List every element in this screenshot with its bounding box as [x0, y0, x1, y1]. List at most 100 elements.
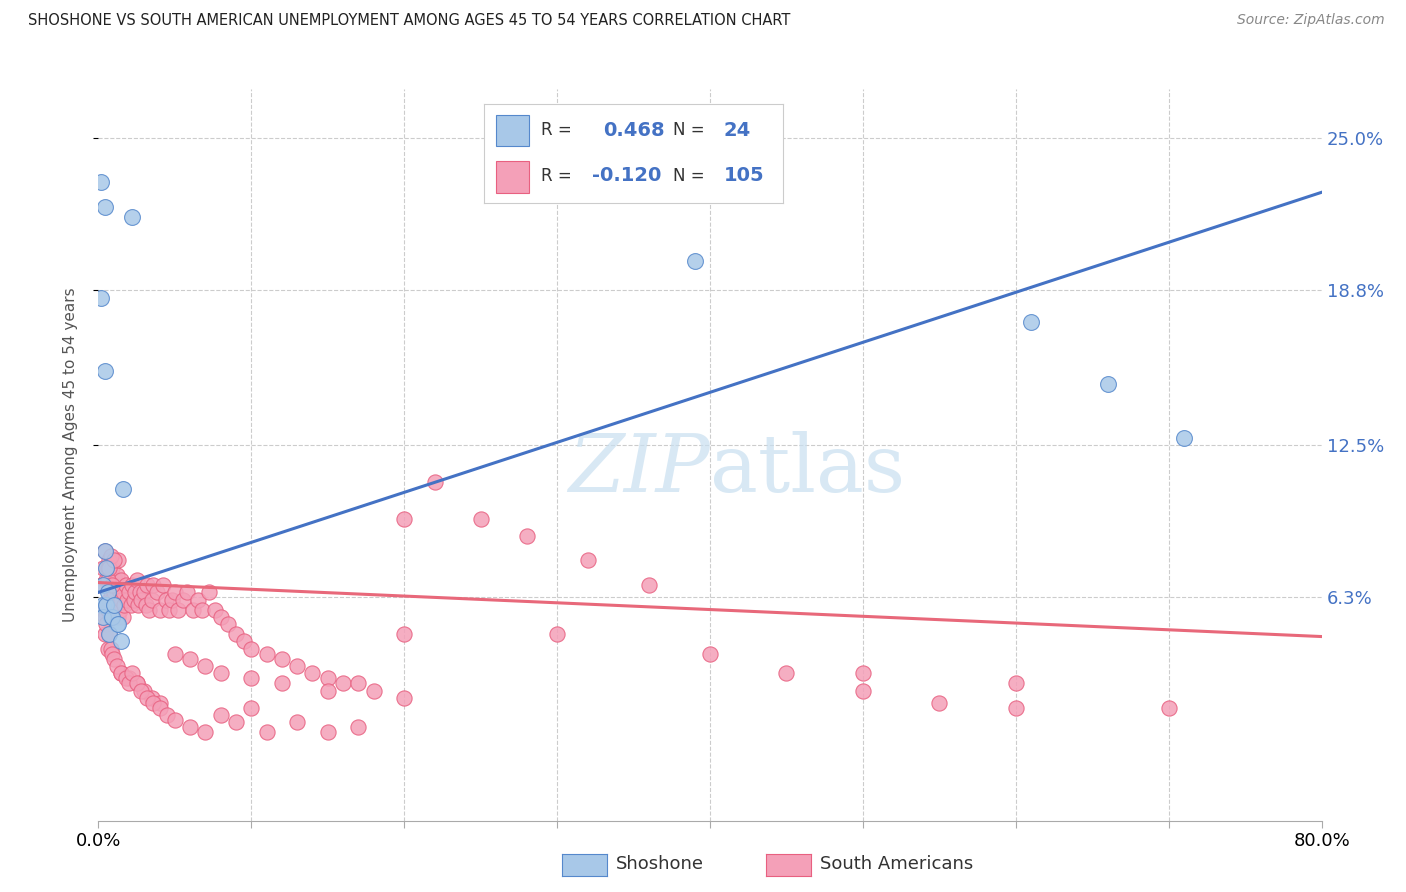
Point [94, 617, 117, 632]
Point [179, 651, 201, 665]
Point [134, 683, 156, 698]
Point [187, 592, 209, 607]
Point [852, 666, 875, 681]
Point [94, 598, 117, 612]
Point [93, 610, 115, 624]
Point [91, 598, 114, 612]
Point [775, 666, 797, 681]
Point [97, 641, 120, 656]
Point [110, 666, 132, 681]
Point [1173, 431, 1195, 445]
Point [516, 529, 538, 543]
Point [107, 617, 129, 632]
Point [240, 671, 263, 685]
Point [110, 592, 132, 607]
Y-axis label: Unemployment Among Ages 45 to 54 years: Unemployment Among Ages 45 to 54 years [63, 287, 77, 623]
Point [316, 683, 339, 698]
Point [118, 585, 141, 599]
Point [1019, 315, 1042, 329]
Point [204, 602, 226, 616]
Point [141, 690, 163, 705]
Point [91, 561, 114, 575]
Point [194, 659, 217, 673]
Point [98, 561, 121, 575]
Point [699, 647, 721, 661]
Point [163, 585, 186, 599]
Point [167, 602, 190, 616]
Point [93, 200, 115, 214]
Text: ZIP: ZIP [568, 431, 710, 508]
Point [105, 617, 128, 632]
Point [240, 700, 263, 714]
Point [121, 578, 143, 592]
Point [101, 561, 124, 575]
Point [194, 725, 217, 739]
Point [93, 543, 115, 558]
Point [256, 725, 278, 739]
Point [103, 602, 125, 616]
Point [91, 578, 114, 592]
Point [104, 573, 127, 587]
Point [101, 647, 124, 661]
Point [94, 573, 117, 587]
Point [270, 651, 292, 665]
Point [1004, 700, 1026, 714]
Point [1097, 376, 1119, 391]
Point [93, 543, 115, 558]
Point [97, 561, 120, 575]
Point [172, 592, 194, 607]
Point [111, 610, 134, 624]
Point [240, 641, 263, 656]
Point [100, 641, 122, 656]
Point [179, 720, 201, 734]
Point [91, 602, 114, 616]
Point [125, 676, 148, 690]
Point [98, 627, 121, 641]
Point [683, 254, 706, 268]
Point [363, 683, 385, 698]
Point [122, 592, 145, 607]
Point [852, 683, 875, 698]
Point [125, 676, 148, 690]
Point [101, 578, 124, 592]
Point [100, 549, 122, 563]
Point [160, 592, 183, 607]
Point [285, 659, 308, 673]
Point [94, 598, 117, 612]
Point [546, 627, 568, 641]
Point [209, 708, 232, 723]
Point [98, 627, 121, 641]
Point [270, 676, 292, 690]
Point [152, 578, 174, 592]
Point [125, 573, 148, 587]
Point [97, 585, 120, 599]
Text: atlas: atlas [710, 431, 905, 508]
Point [129, 592, 152, 607]
Point [191, 602, 214, 616]
Point [1004, 676, 1026, 690]
Point [108, 602, 131, 616]
Point [1157, 700, 1180, 714]
Point [105, 598, 128, 612]
Point [163, 647, 186, 661]
Point [110, 634, 132, 648]
Point [157, 602, 180, 616]
Point [124, 585, 146, 599]
Point [392, 690, 416, 705]
Point [101, 610, 124, 624]
Point [209, 610, 232, 624]
Point [103, 553, 125, 567]
Point [117, 592, 139, 607]
Point [470, 512, 492, 526]
Point [423, 475, 446, 489]
Point [111, 483, 134, 497]
Point [225, 715, 247, 730]
Point [110, 666, 132, 681]
Point [107, 610, 129, 624]
Point [100, 610, 122, 624]
Point [316, 671, 339, 685]
Point [163, 713, 186, 727]
Point [209, 666, 232, 681]
Point [103, 585, 125, 599]
Point [107, 553, 129, 567]
